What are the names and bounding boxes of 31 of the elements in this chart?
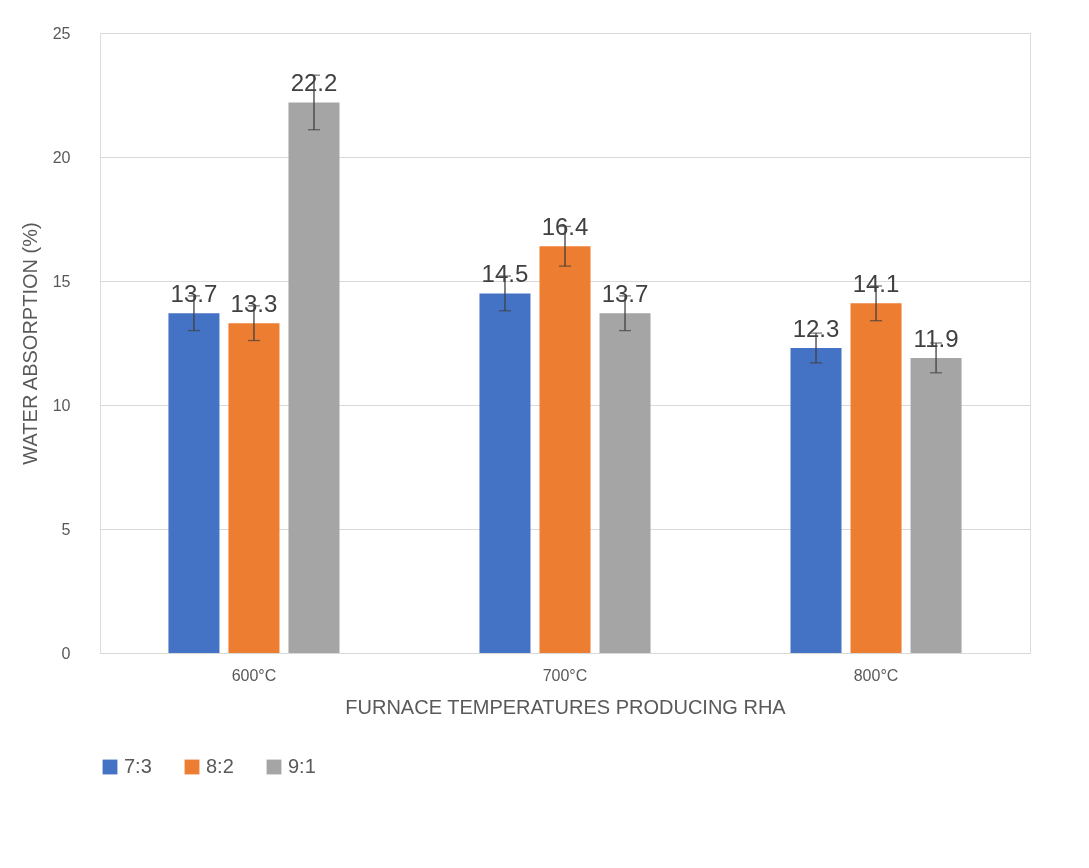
y-axis-title: WATER ABSORPTION (%)	[18, 222, 41, 465]
data-label: 12.3	[792, 314, 840, 342]
legend-label: 8:2	[206, 755, 234, 777]
bar	[288, 102, 340, 653]
bar	[539, 246, 591, 653]
legend-label: 7:3	[124, 755, 152, 777]
x-tick-label: 700°C	[542, 666, 588, 684]
y-tick-label: 15	[52, 272, 71, 290]
data-label: 16.4	[541, 213, 589, 241]
data-label: 13.3	[230, 290, 278, 318]
x-tick-label: 600°C	[231, 666, 277, 684]
legend-label: 9:1	[288, 755, 316, 777]
bar	[479, 293, 531, 653]
data-label: 13.7	[170, 280, 218, 308]
x-axis-title: FURNACE TEMPERATURES PRODUCING RHA	[345, 695, 787, 718]
y-tick-label: 20	[52, 148, 71, 166]
y-tick-label: 5	[61, 520, 71, 538]
bar	[910, 357, 962, 653]
y-tick-label: 10	[52, 396, 71, 414]
data-label: 14.1	[852, 270, 900, 298]
x-tick-label: 800°C	[853, 666, 899, 684]
y-tick-label: 0	[61, 644, 71, 662]
data-label: 14.5	[481, 260, 529, 288]
bar	[850, 303, 902, 653]
bar	[228, 323, 280, 653]
bar	[790, 347, 842, 653]
data-label: 13.7	[601, 280, 649, 308]
bar	[599, 313, 651, 653]
y-tick-label: 25	[52, 24, 71, 42]
bar	[168, 313, 220, 653]
data-label: 11.9	[913, 324, 959, 352]
